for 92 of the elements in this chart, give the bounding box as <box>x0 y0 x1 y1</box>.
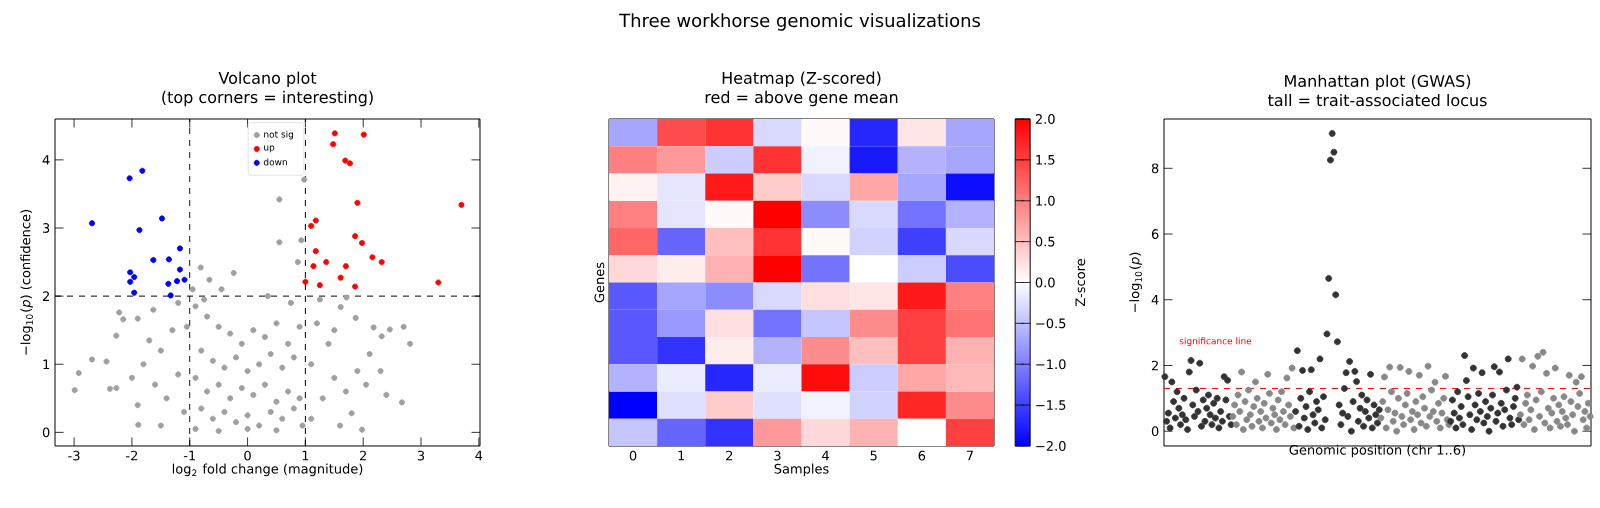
y-tick-label: 0 <box>1151 426 1159 437</box>
point <box>176 245 183 252</box>
point <box>359 239 366 246</box>
x-tick-label: -2 <box>126 450 138 461</box>
point <box>127 278 134 285</box>
point <box>310 263 317 270</box>
point <box>165 256 172 263</box>
point <box>89 220 96 227</box>
point <box>323 259 330 266</box>
color-bar-label: 0.5 <box>1035 236 1055 247</box>
point <box>331 130 338 137</box>
color-bar-label: −1.0 <box>1036 359 1066 370</box>
point <box>435 279 442 286</box>
point <box>308 222 315 229</box>
point <box>342 157 349 164</box>
point <box>165 280 172 287</box>
chart-title: Volcano plot <box>218 71 317 88</box>
point <box>312 248 319 255</box>
color-bar-label: 2.0 <box>1035 114 1055 124</box>
chart-subtitle: red = above gene mean <box>705 90 898 107</box>
x-axis-title: Genomic position (chr 1..6) <box>1289 444 1466 458</box>
y-axis-title: −log$_{10}$(p) <box>1129 252 1142 312</box>
color-bar-title: Z-score <box>1075 259 1086 307</box>
point <box>352 283 359 290</box>
x-tick-label: 7 <box>966 450 973 461</box>
point <box>174 278 181 285</box>
point <box>181 276 188 283</box>
x-tick-label: 6 <box>918 450 926 461</box>
x-axis-title: log$_{2}$ fold change (magnitude) <box>172 463 363 477</box>
point <box>126 175 133 182</box>
point <box>360 131 367 138</box>
y-tick-label: 2 <box>42 291 49 301</box>
y-axis-title: Genes <box>594 262 605 303</box>
x-tick-label: 1 <box>678 450 685 461</box>
y-tick-label: 8 <box>1151 163 1159 174</box>
y-tick-label: 1 <box>43 359 50 369</box>
y-tick-label: 2 <box>1151 360 1158 371</box>
x-tick-label: 4 <box>475 450 483 461</box>
y-tick-label: 4 <box>42 155 50 165</box>
color-bar-label: −0.5 <box>1036 318 1066 329</box>
point <box>378 259 385 266</box>
point <box>312 217 319 224</box>
ref-line-label: significance line <box>1179 337 1252 347</box>
chart-subtitle: tall = trait-associated locus <box>1268 93 1487 107</box>
point <box>131 289 138 296</box>
x-tick-label: 2 <box>726 450 733 461</box>
chart-title: Manhattan plot (GWAS) <box>1285 74 1471 91</box>
point <box>131 274 138 281</box>
y-tick-label: 0 <box>42 427 50 438</box>
color-bar-label: −2.0 <box>1036 441 1066 451</box>
x-tick-label: 4 <box>822 450 829 461</box>
point <box>158 215 165 222</box>
x-tick-label: 0 <box>244 450 251 461</box>
legend-label: down <box>263 158 287 166</box>
point <box>337 274 344 281</box>
point <box>136 227 143 234</box>
point <box>150 257 157 264</box>
point <box>352 233 359 240</box>
x-tick-label: 1 <box>302 450 309 461</box>
point <box>354 199 361 206</box>
x-axis-title: Samples <box>774 463 829 477</box>
point <box>346 160 353 167</box>
x-tick-label: 2 <box>360 450 367 461</box>
color-bar-label: −1.5 <box>1036 400 1066 410</box>
x-tick-label: -1 <box>183 450 196 461</box>
point <box>330 141 337 148</box>
point <box>139 167 146 174</box>
y-axis-title: −log$_{10}$(p) (confidence) <box>20 210 33 355</box>
point <box>369 254 376 261</box>
point <box>176 266 183 273</box>
legend-label: not sig <box>264 130 294 140</box>
y-tick-label: 4 <box>1151 295 1159 305</box>
chart-subtitle: (top corners = interesting) <box>162 90 373 107</box>
y-tick-label: 6 <box>1151 229 1159 239</box>
color-bar-label: 0.0 <box>1035 277 1055 288</box>
chart-title: Heatmap (Z-scored) <box>722 71 881 88</box>
text: Three workhorse genomic visualizations <box>619 13 981 31</box>
point <box>458 201 465 208</box>
point <box>302 278 309 285</box>
color-bar-label: 1.0 <box>1036 195 1055 206</box>
x-tick-label: 3 <box>774 450 781 461</box>
y-tick-label: 3 <box>43 223 50 233</box>
x-tick-label: 5 <box>870 450 877 461</box>
point <box>316 282 323 289</box>
point <box>127 269 134 276</box>
point <box>167 292 174 299</box>
x-tick-label: 3 <box>417 450 425 461</box>
x-tick-label: -3 <box>68 450 80 461</box>
color-bar-label: 1.5 <box>1036 155 1055 165</box>
x-tick-label: 0 <box>629 450 637 461</box>
point <box>342 263 349 270</box>
legend-label: up <box>264 145 275 153</box>
